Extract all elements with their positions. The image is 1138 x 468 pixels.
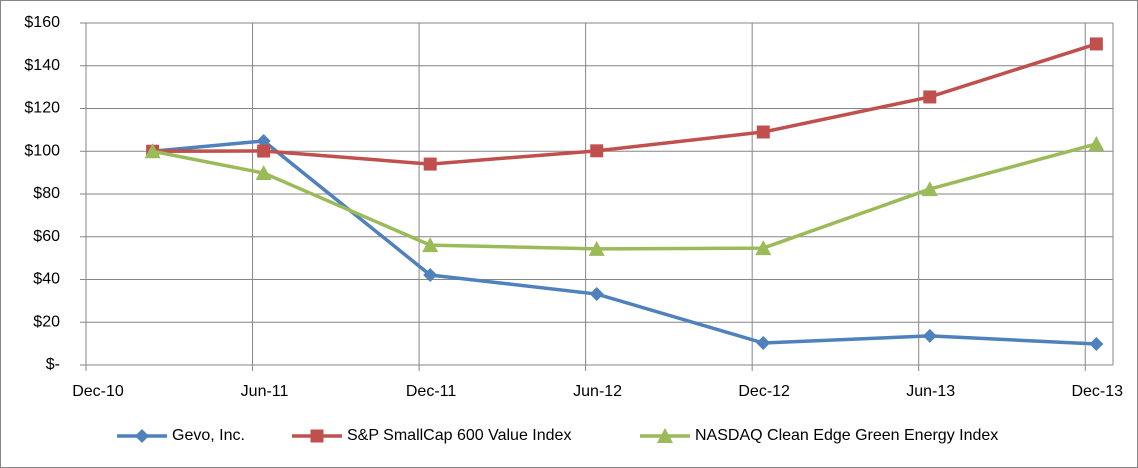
y-tick-label: $60 <box>33 228 60 245</box>
x-tick-label: Jun-12 <box>573 383 622 400</box>
marker <box>756 125 770 139</box>
grid: $- $20 $40 $60 $80 $100 $120 $140 $160 Dec-10 Jun-… <box>24 14 1123 400</box>
x-tick-label: Dec-11 <box>406 383 456 400</box>
marker <box>1089 337 1104 352</box>
x-tick-label: Jun-11 <box>241 383 289 400</box>
marker <box>255 165 272 181</box>
marker <box>310 429 324 443</box>
marker <box>422 237 439 253</box>
y-tick-label: $120 <box>24 100 60 117</box>
marker <box>590 144 604 158</box>
x-tick-label: Jun-13 <box>906 383 955 400</box>
marker <box>922 328 937 343</box>
y-tick-label: $100 <box>24 142 60 159</box>
legend-label: S&P SmallCap 600 Value Index <box>347 427 571 444</box>
marker <box>423 157 437 171</box>
marker <box>755 240 772 256</box>
marker <box>135 429 149 443</box>
y-tick-label: $20 <box>33 313 60 330</box>
marker <box>423 268 438 283</box>
y-tick-label: $80 <box>33 185 60 202</box>
legend-label: Gevo, Inc. <box>172 427 245 444</box>
x-tick-label: Dec-13 <box>1071 383 1123 400</box>
plot <box>144 37 1105 352</box>
marker <box>756 335 771 350</box>
y-tick-label: $160 <box>24 14 60 31</box>
legend-label: NASDAQ Clean Edge Green Energy Index <box>695 427 998 444</box>
marker <box>657 428 673 443</box>
marker <box>257 144 271 158</box>
legend: Gevo, Inc. S&P SmallCap 600 Value Index NA… <box>117 427 998 444</box>
marker <box>588 240 605 256</box>
y-tick-label: $- <box>46 356 60 373</box>
y-tick-label: $40 <box>33 271 60 288</box>
marker <box>923 90 937 104</box>
marker <box>1089 37 1103 51</box>
x-tick-label: Dec-10 <box>72 383 124 400</box>
marker <box>256 133 271 148</box>
marker <box>144 143 161 159</box>
marker <box>1088 135 1105 151</box>
y-tick-label: $140 <box>24 57 60 74</box>
marker <box>921 181 938 197</box>
marker <box>589 287 604 302</box>
x-tick-label: Dec-12 <box>738 383 790 400</box>
